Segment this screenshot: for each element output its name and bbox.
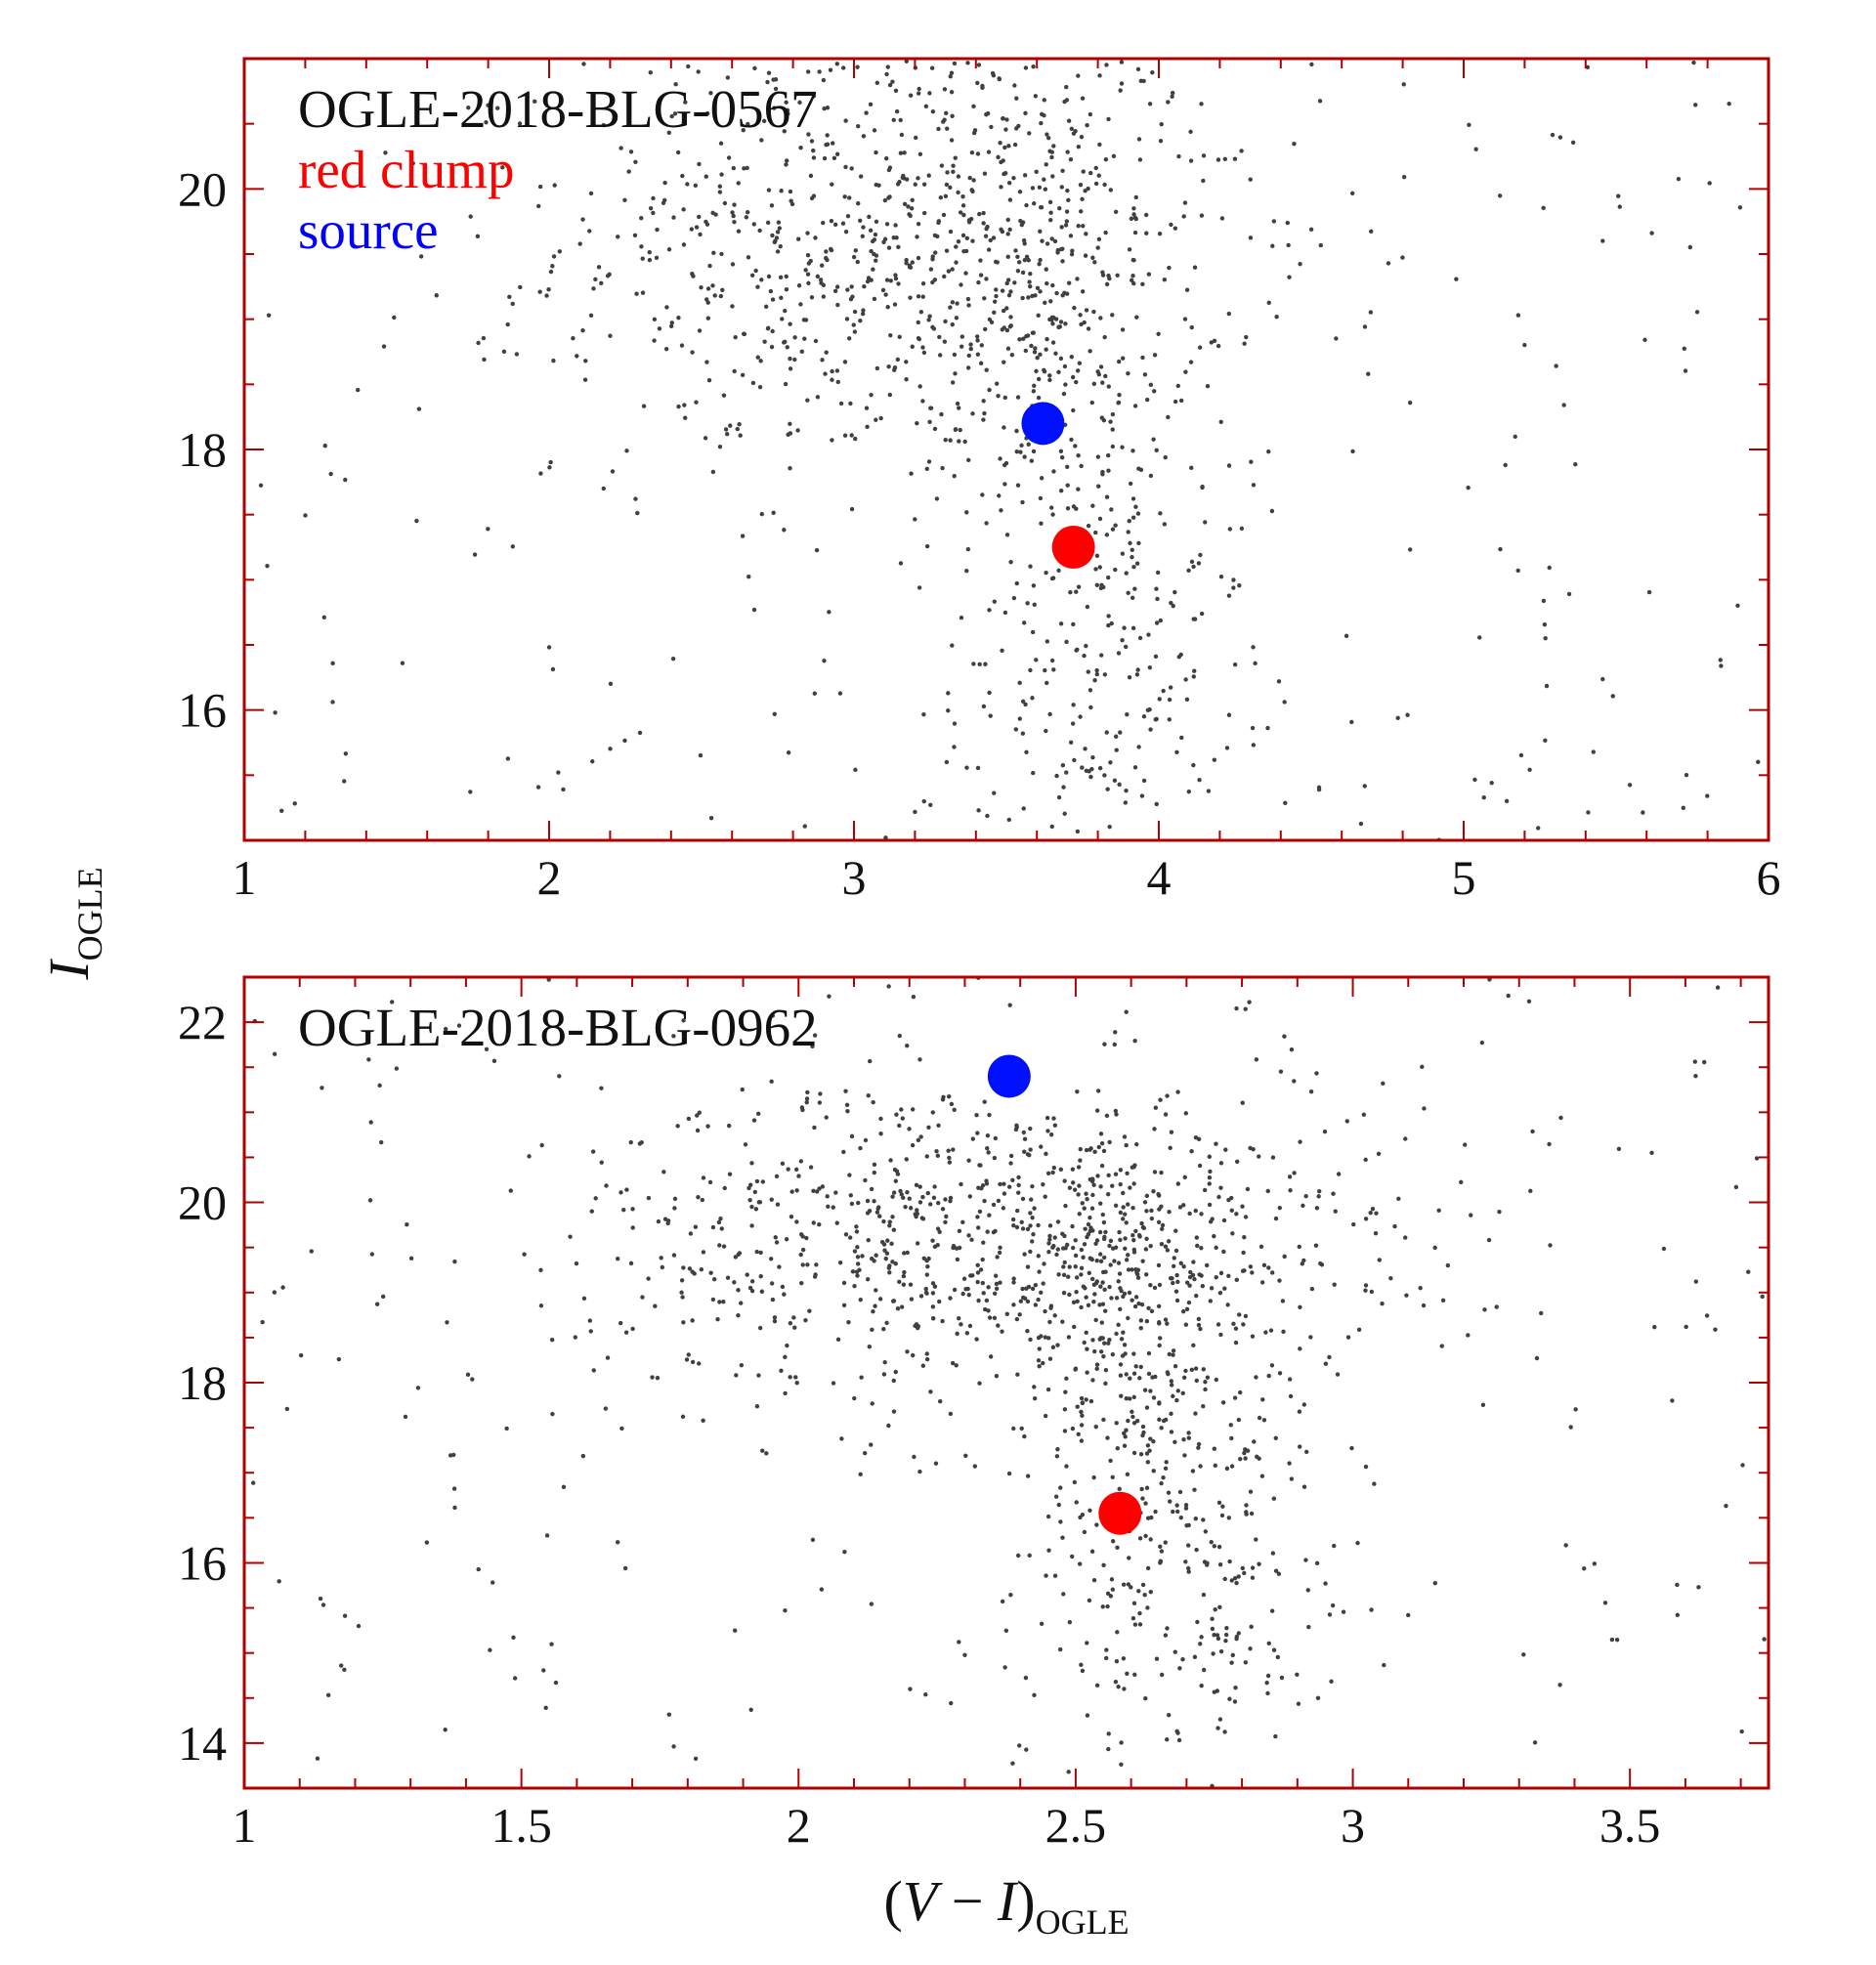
legend: OGLE-2018-BLG-0962 [298,998,818,1057]
y-tick-label: 20 [178,1175,227,1230]
y-tick-label: 16 [178,683,227,738]
x-axis-label: (V − I)OGLE [883,1869,1129,1942]
red-clump-marker [1052,526,1095,569]
x-tick-label: 1 [233,1798,257,1853]
y-tick-label: 18 [178,422,227,477]
panel-top: 1 2 3 4 5 6 16 18 20 OGLE-2018-BLG-0567red clumps… [178,0,1781,905]
red-clump-marker [1098,1492,1141,1535]
y-tick-label: 22 [178,995,227,1049]
x-tick-label: 2 [787,1798,811,1853]
y-tick-label: 18 [178,1355,227,1410]
x-tick-label: 1.5 [490,1798,552,1853]
x-tick-label: 3 [842,850,867,905]
legend-line: OGLE-2018-BLG-0567 [298,79,818,139]
y-tick-label: 16 [178,1535,227,1590]
x-tick-label: 2 [537,850,562,905]
x-tick-label: 5 [1452,850,1476,905]
source-marker [988,1054,1031,1097]
cmd-figure: 1 2 3 4 5 6 16 18 20 OGLE-2018-BLG-0567red clumps… [0,0,1876,1965]
y-axis-label: IOGLE [37,867,109,980]
x-tick-label: 1 [233,850,257,905]
x-tick-label: 4 [1147,850,1172,905]
x-tick-label: 2.5 [1045,1798,1107,1853]
panel-bottom: 1 1.5 2 2.5 3 3.5 14 16 18 20 22 OGLE-2018-BLG-0962 [178,975,1769,1853]
legend-line: red clump [298,140,514,199]
y-ticks: 14 16 18 20 22 [178,977,1769,1788]
source-marker [1021,402,1064,445]
x-tick-label: 3.5 [1599,1798,1661,1853]
x-tick-label: 3 [1341,1798,1365,1853]
y-tick-label: 20 [178,161,227,216]
x-tick-label: 6 [1757,850,1781,905]
legend-line: source [298,200,439,260]
y-tick-label: 14 [178,1716,227,1771]
legend-line: OGLE-2018-BLG-0962 [298,998,818,1057]
x-ticks: 1 1.5 2 2.5 3 3.5 [233,977,1741,1853]
